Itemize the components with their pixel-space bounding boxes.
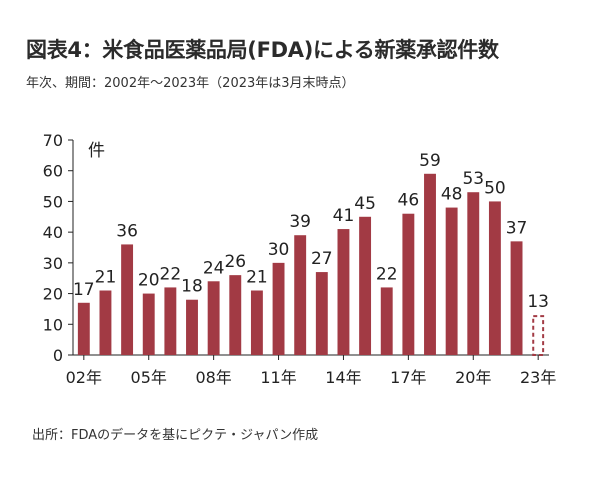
- bar: [359, 216, 372, 355]
- bar-value-label: 50: [484, 178, 506, 198]
- bar-value-label: 20: [138, 271, 160, 291]
- y-tick-label: 60: [43, 162, 63, 181]
- bar-value-label: 22: [376, 264, 398, 284]
- bar-value-label: 21: [246, 268, 268, 288]
- y-unit-label: 件: [88, 141, 105, 161]
- bar-value-label: 53: [462, 169, 484, 189]
- chart-subtitle: 年次、期間：2002年〜2023年（2023年は3月末時点）: [26, 76, 355, 91]
- bar-value-label: 45: [354, 194, 376, 214]
- y-tick-label: 0: [53, 346, 63, 365]
- y-tick-label: 50: [43, 192, 63, 211]
- bar-value-label: 48: [441, 185, 463, 205]
- y-tick-group: 0 10 20 30 40 50 60 70: [43, 131, 73, 365]
- bar: [510, 241, 523, 355]
- y-tick-label: 70: [43, 131, 63, 150]
- bar: [445, 207, 458, 355]
- bar: [402, 213, 415, 355]
- bar-value-label: 41: [333, 206, 355, 226]
- x-tick-group: 02年 05年 08年 11年 14年 17年 20年 23年: [66, 355, 556, 387]
- bar: [121, 244, 134, 355]
- x-tick-label: 11年: [260, 368, 296, 387]
- bar: [250, 290, 263, 355]
- bar: [186, 299, 198, 355]
- bar-value-label: 13: [527, 292, 549, 312]
- x-tick-label: 02年: [66, 368, 102, 387]
- bar-value-label: 21: [95, 268, 117, 288]
- chart-title: 図表4：米食品医薬品局(FDA)による新薬承認件数: [26, 38, 499, 62]
- bar: [272, 262, 285, 355]
- bar-value-label: 26: [224, 252, 246, 272]
- bar: [207, 281, 220, 355]
- bar: [488, 201, 501, 355]
- x-tick-label: 05年: [131, 368, 167, 387]
- bar-value-label: 39: [289, 212, 311, 232]
- bar: [294, 235, 307, 355]
- bar: [99, 290, 112, 355]
- bar-value-label: 37: [506, 218, 528, 238]
- x-tick-label: 17年: [390, 368, 426, 387]
- bar-value-label: 59: [419, 151, 441, 171]
- bar-group: [77, 173, 545, 357]
- bar: [229, 275, 242, 355]
- bar-value-label: 18: [181, 277, 203, 297]
- bar: [424, 173, 436, 355]
- bar-value-label: 17: [73, 280, 95, 300]
- y-tick-label: 40: [43, 223, 63, 242]
- source-note: 出所：FDAのデータを基にピクテ・ジャパン作成: [32, 428, 319, 443]
- bar-value-label: 30: [268, 240, 290, 260]
- bar-value-label: 46: [398, 191, 420, 211]
- x-tick-label: 23年: [520, 368, 556, 387]
- x-tick-label: 14年: [325, 368, 361, 387]
- bar-value-label: 24: [203, 258, 225, 278]
- bar-value-label: 27: [311, 249, 333, 269]
- bar: [142, 293, 155, 355]
- bar: [380, 287, 393, 355]
- x-tick-label: 20年: [455, 368, 491, 387]
- x-tick-label: 08年: [195, 368, 231, 387]
- bar: [467, 192, 480, 355]
- bar: [337, 229, 350, 355]
- bar: [315, 272, 328, 355]
- bar: [77, 302, 90, 355]
- bar-value-label: 36: [116, 221, 138, 241]
- y-tick-label: 20: [43, 285, 63, 304]
- bar: [164, 287, 177, 355]
- bar-value-label: 22: [160, 264, 182, 284]
- bar-partial: [532, 315, 545, 357]
- y-tick-label: 10: [43, 315, 63, 334]
- y-tick-label: 30: [43, 254, 63, 273]
